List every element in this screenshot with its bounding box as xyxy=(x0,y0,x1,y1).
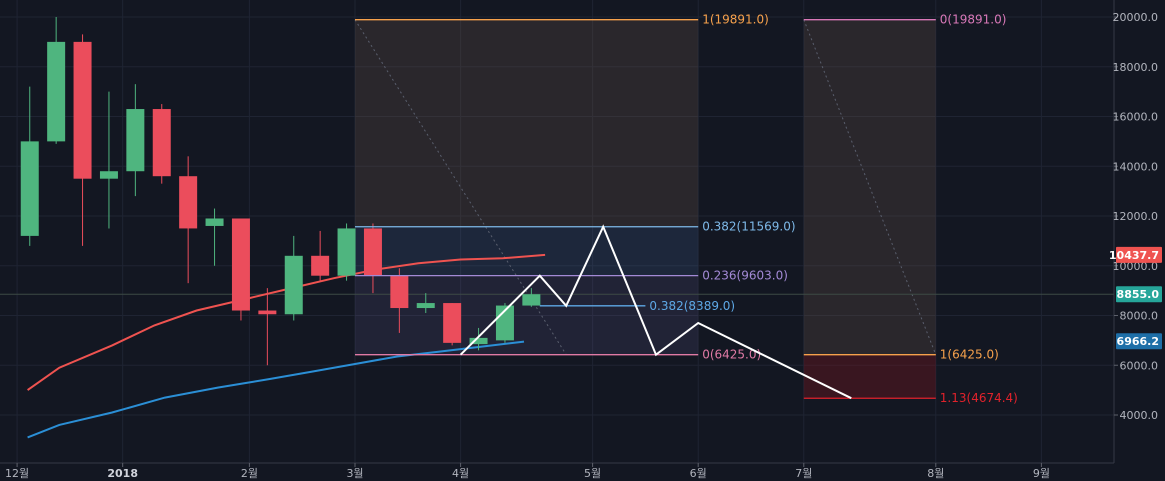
candle[interactable] xyxy=(443,303,462,346)
candle-body xyxy=(152,109,171,177)
y-tick-label: 12000.0 xyxy=(1113,210,1159,223)
candle-body xyxy=(258,310,277,315)
x-tick-label: 2018 xyxy=(107,467,138,480)
fib-diagonal-line xyxy=(803,19,937,355)
candle[interactable] xyxy=(231,218,250,321)
candle-body xyxy=(99,171,118,179)
x-axis[interactable]: 12월 2018 2월 3월 4월 5월 6월 7월 8월 9월 xyxy=(5,463,1050,480)
candle-body xyxy=(20,141,39,236)
candle[interactable] xyxy=(311,230,330,281)
candle-body xyxy=(47,41,66,142)
price-badges: 10437.7 8855.0 6966.2 xyxy=(1109,246,1162,350)
x-tick-label: 5월 xyxy=(584,467,601,480)
fib-diagonal-line xyxy=(354,19,567,355)
fib-level-label: 1(6425.0) xyxy=(940,348,999,362)
fib-level-label: 1.13(4674.4) xyxy=(940,391,1018,405)
gridlines xyxy=(0,0,1114,463)
y-tick-label: 16000.0 xyxy=(1113,111,1159,124)
y-axis[interactable]: 4000.0 6000.0 8000.0 10000.0 12000.0 14000.0 1… xyxy=(1113,11,1159,422)
y-tick-label: 8000.0 xyxy=(1120,310,1159,323)
y-tick-label: 14000.0 xyxy=(1113,160,1159,173)
candle[interactable] xyxy=(258,288,277,366)
x-tick-label: 6월 xyxy=(690,467,707,480)
candle-body xyxy=(126,109,145,172)
fib-zone xyxy=(355,19,699,227)
x-tick-label: 9월 xyxy=(1033,467,1050,480)
candle-body xyxy=(284,255,303,315)
fib-level-label: 1(19891.0) xyxy=(702,13,769,27)
candle-body xyxy=(390,275,409,309)
candle-body xyxy=(231,218,250,311)
candle-body xyxy=(416,303,435,309)
candle-body xyxy=(179,176,198,229)
candle[interactable] xyxy=(363,223,382,294)
price-badge xyxy=(1116,286,1162,303)
candle-body xyxy=(522,294,541,306)
price-badge xyxy=(1116,246,1162,263)
y-tick-label: 10000.0 xyxy=(1113,260,1159,273)
fib-zones xyxy=(355,19,936,399)
candle-body xyxy=(469,337,488,345)
x-tick-label: 3월 xyxy=(346,467,363,480)
candle-body xyxy=(443,303,462,343)
fib-zone xyxy=(355,226,699,276)
fib-diagonals xyxy=(354,19,937,355)
candle[interactable] xyxy=(73,34,92,246)
y-tick-label: 4000.0 xyxy=(1120,409,1159,422)
candle[interactable] xyxy=(522,288,541,307)
candle[interactable] xyxy=(20,86,39,246)
candle[interactable] xyxy=(337,223,356,281)
candle[interactable] xyxy=(47,17,66,144)
candle-body xyxy=(337,228,356,276)
candle[interactable] xyxy=(416,293,435,314)
candle[interactable] xyxy=(179,156,198,284)
candles xyxy=(20,17,541,366)
candle[interactable] xyxy=(205,208,224,266)
fib-level-label: 0(19891.0) xyxy=(940,13,1007,27)
candle[interactable] xyxy=(469,327,488,351)
y-tick-label: 18000.0 xyxy=(1113,61,1159,74)
price-badge-label: 8855.0 xyxy=(1117,288,1160,301)
fib-level-label: 0.382(8389.0) xyxy=(649,299,735,313)
candle[interactable] xyxy=(126,84,145,197)
candle[interactable] xyxy=(152,104,171,184)
candle-body xyxy=(311,255,330,276)
candle-body xyxy=(205,218,224,226)
fib-zone xyxy=(803,354,936,399)
candle[interactable] xyxy=(99,91,118,229)
candle-body xyxy=(363,228,382,276)
price-axis-bg xyxy=(1114,0,1165,481)
fib-levels: 1(19891.0) 0.382(11569.0) 0.236(9603.0) 0.3… xyxy=(355,13,1018,405)
price-badge-label: 6966.2 xyxy=(1117,335,1159,348)
x-tick-label: 4월 xyxy=(452,467,469,480)
x-tick-label: 2월 xyxy=(241,467,258,480)
moving-average-line xyxy=(27,340,525,439)
fib-level-label: 0(6425.0) xyxy=(702,348,761,362)
candle[interactable] xyxy=(495,303,514,343)
x-tick-label: 7월 xyxy=(795,467,812,480)
fib-level-label: 0.236(9603.0) xyxy=(702,269,788,283)
projection-path xyxy=(459,224,852,400)
x-tick-label: 12월 xyxy=(5,467,29,480)
x-tick-label: 8월 xyxy=(927,467,944,480)
price-badge-label: 10437.7 xyxy=(1109,249,1159,262)
y-tick-label: 6000.0 xyxy=(1120,359,1159,372)
candle-body xyxy=(73,41,92,179)
y-tick-label: 20000.0 xyxy=(1113,11,1159,24)
candle[interactable] xyxy=(284,235,303,321)
candle[interactable] xyxy=(390,268,409,333)
price-badge xyxy=(1116,333,1162,350)
fib-level-label: 0.382(11569.0) xyxy=(702,220,795,234)
